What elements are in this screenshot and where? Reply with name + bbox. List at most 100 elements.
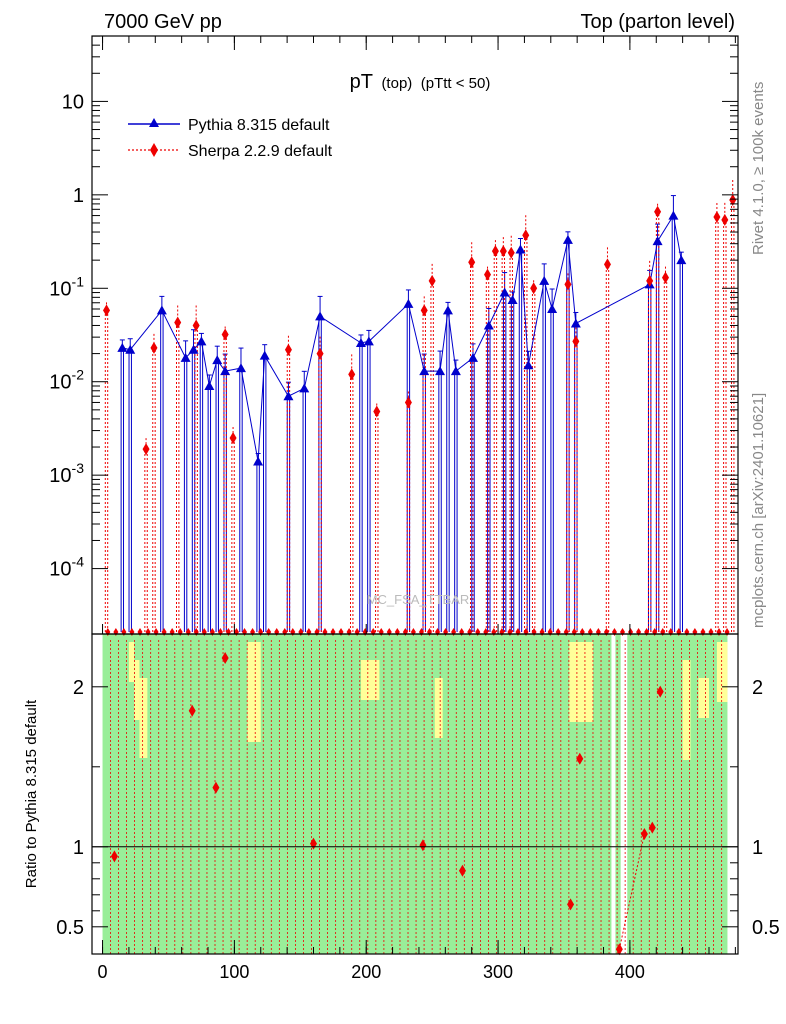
ratio-point	[648, 821, 656, 834]
pythia-point	[419, 366, 430, 376]
sherpa-point	[484, 268, 492, 281]
series-lines	[122, 214, 682, 462]
sherpa-point	[468, 256, 476, 269]
pythia-point	[539, 275, 550, 285]
pythia-point	[363, 336, 374, 346]
pythia-point	[676, 255, 687, 265]
pythia-point	[125, 344, 136, 354]
plot-title: pT (top) (pTtt < 50)	[350, 71, 491, 93]
mcplots-source-label: mcplots.cern.ch [arXiv:2401.10621]	[750, 393, 767, 628]
pythia-point	[403, 298, 414, 308]
ratio-band-yellow	[698, 678, 709, 718]
y-tick-label: 10-2	[49, 367, 84, 394]
pythia-line	[122, 214, 682, 462]
y-tick-label: 10-1	[49, 273, 84, 300]
ratio-axis-label: Ratio to Pythia 8.315 default	[23, 699, 40, 888]
pythia-point	[547, 304, 558, 314]
title-sub: (top)	[381, 75, 412, 92]
ratio-point	[656, 685, 664, 698]
pythia-point	[435, 366, 446, 376]
sherpa-point	[713, 210, 721, 223]
sherpa-point	[499, 245, 507, 258]
pythia-point	[668, 210, 679, 220]
sherpa-point	[721, 213, 729, 226]
pythia-point	[253, 456, 264, 466]
rivet-version-label: Rivet 4.1.0, ≥ 100k events	[750, 82, 767, 255]
sherpa-point	[404, 396, 412, 409]
sherpa-point	[192, 319, 200, 332]
sherpa-point	[572, 335, 580, 348]
y-tick-label: 1	[73, 185, 84, 207]
sherpa-point	[174, 316, 182, 329]
ratio-band-yellow	[139, 678, 148, 758]
ratio-point	[212, 781, 220, 794]
ratio-point	[419, 839, 427, 852]
x-tick-label: 100	[219, 962, 249, 982]
pythia-point	[212, 355, 223, 365]
pythia-point	[523, 360, 534, 370]
ratio-uncertainty-bands	[102, 634, 728, 954]
ratio-band-yellow	[360, 660, 380, 700]
legend-pythia-marker	[149, 118, 159, 127]
ratio-band-gap	[611, 634, 616, 954]
pythia-point	[117, 342, 128, 352]
ratio-point	[615, 943, 623, 956]
ratio-band-yellow	[134, 660, 140, 720]
pythia-point	[283, 391, 294, 401]
sherpa-point	[491, 245, 499, 258]
ratio-band-gap	[620, 634, 628, 954]
sherpa-point	[103, 304, 111, 317]
x-tick-label: 300	[483, 962, 513, 982]
pythia-point	[652, 236, 663, 246]
title-main: pT	[350, 71, 373, 93]
sherpa-point	[150, 341, 158, 354]
sherpa-point	[229, 431, 237, 444]
ratio-tick-label: 0.5	[56, 917, 84, 939]
ratio-plot-frame	[91, 633, 739, 955]
sherpa-point	[316, 347, 324, 360]
ratio-band-yellow	[682, 660, 691, 760]
sherpa-point	[142, 443, 150, 456]
sherpa-point	[654, 205, 662, 218]
axis-ticks: 0 100 200 300 400 10-4 10-3 10-2 10-1 1 10 0.5 0.5 1 1…	[49, 35, 780, 982]
ratio-band-yellow	[569, 642, 593, 722]
ratio-point	[576, 752, 584, 765]
ratio-tick-label: 1	[73, 837, 84, 859]
pythia-point	[507, 294, 518, 304]
ratio-band-yellow	[716, 642, 728, 702]
title-cut: (pTtt < 50)	[421, 75, 491, 92]
sherpa-point	[221, 328, 229, 341]
pythia-point	[315, 311, 326, 321]
ratio-point	[188, 704, 196, 717]
ratio-point	[110, 850, 118, 863]
pythia-point	[235, 363, 246, 373]
header-right: Top (parton level)	[580, 11, 735, 33]
pythia-point	[562, 234, 573, 244]
x-tick-label: 0	[98, 962, 108, 982]
pythia-point	[180, 352, 191, 362]
ratio-point	[221, 652, 229, 664]
sherpa-point	[348, 368, 356, 381]
pythia-point	[204, 380, 215, 390]
pythia-point	[442, 305, 453, 315]
legend-sherpa-label: Sherpa 2.2.9 default	[188, 143, 333, 160]
y-tick-label: 10-4	[49, 554, 84, 581]
analysis-watermark: MC_FSA_TTBAR	[367, 592, 470, 607]
x-tick-label: 400	[615, 962, 645, 982]
pythia-point	[515, 244, 526, 254]
sherpa-point	[522, 229, 530, 242]
sherpa-point	[420, 304, 428, 317]
ratio-point	[640, 828, 648, 840]
sherpa-point	[428, 274, 436, 287]
pythia-point	[450, 366, 461, 376]
ratio-tick-label: 2	[73, 677, 84, 699]
ratio-band-green	[102, 634, 728, 954]
ratio-band-yellow	[434, 678, 443, 738]
ratio-point	[458, 864, 466, 877]
ratio-tick-label-right: 2	[752, 677, 763, 699]
pythia-point	[220, 366, 231, 376]
sherpa-point	[507, 246, 515, 259]
sherpa-point	[530, 282, 538, 295]
pythia-point	[299, 383, 310, 393]
